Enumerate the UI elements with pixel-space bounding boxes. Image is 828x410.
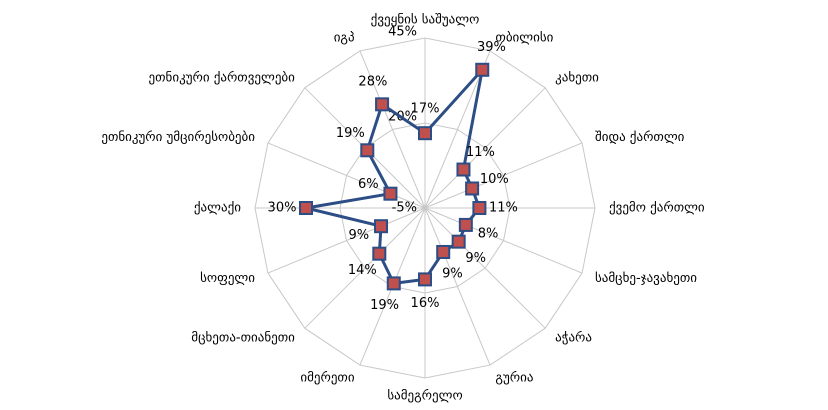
marker <box>456 162 471 177</box>
value-label: 10% <box>480 172 509 187</box>
value-label: 6% <box>358 177 379 192</box>
value-label: 28% <box>358 75 387 90</box>
spoke <box>267 142 426 209</box>
category-label: სოფელი <box>200 271 255 286</box>
marker <box>383 186 398 201</box>
category-label: თბილისი <box>495 31 553 46</box>
spoke <box>424 87 546 209</box>
marker <box>374 219 389 234</box>
category-label: ქვემო ქართლი <box>609 201 705 216</box>
marker <box>360 143 375 158</box>
spoke <box>424 207 491 366</box>
spoke <box>359 50 426 209</box>
marker <box>436 244 451 259</box>
category-label: აჭარა <box>555 331 592 346</box>
value-label: 16% <box>411 296 440 311</box>
marker <box>475 62 490 77</box>
marker <box>451 234 466 249</box>
spoke <box>424 207 546 329</box>
category-label: სამცხე-ჯავახეთი <box>595 271 697 286</box>
category-label: გურია <box>495 370 533 385</box>
marker <box>465 181 480 196</box>
category-label: ქალაქი <box>194 201 241 216</box>
marker <box>372 246 387 261</box>
marker <box>299 201 313 215</box>
spoke <box>267 207 426 274</box>
axis-tick-label: -5% <box>392 201 417 216</box>
category-label: მცხეთა-თიანეთი <box>191 331 295 346</box>
value-label: 19% <box>370 298 399 313</box>
marker <box>386 276 401 291</box>
category-label: იგპ <box>334 31 355 46</box>
category-label: იმერეთი <box>300 370 354 385</box>
value-label: 39% <box>477 40 506 55</box>
marker <box>418 272 432 287</box>
axis-tick-label: 45% <box>388 25 417 40</box>
marker <box>458 217 473 232</box>
value-label: 17% <box>411 102 440 117</box>
value-label: 11% <box>466 145 495 160</box>
value-label: 9% <box>349 228 370 243</box>
value-label: 30% <box>268 201 297 216</box>
value-label: 8% <box>478 227 499 242</box>
value-label: 19% <box>336 126 365 141</box>
value-label: 9% <box>442 267 463 282</box>
category-label: სამეგრელო <box>387 389 462 404</box>
marker <box>418 126 432 141</box>
category-label: შიდა ქართლი <box>595 130 685 145</box>
value-label: 9% <box>465 251 486 266</box>
category-label: ქვეყნის საშუალო <box>371 13 480 28</box>
marker <box>472 201 487 215</box>
marker <box>375 97 390 112</box>
category-label: ეთნიკური უმცირესობები <box>101 130 255 145</box>
category-label: კახეთი <box>555 70 599 85</box>
category-label: ეთნიკური ქართველები <box>149 70 296 85</box>
spoke <box>424 207 583 274</box>
spoke <box>424 50 491 209</box>
spoke <box>424 142 583 209</box>
value-label: 11% <box>489 201 518 216</box>
spoke <box>304 207 426 329</box>
value-label: 14% <box>348 263 377 278</box>
